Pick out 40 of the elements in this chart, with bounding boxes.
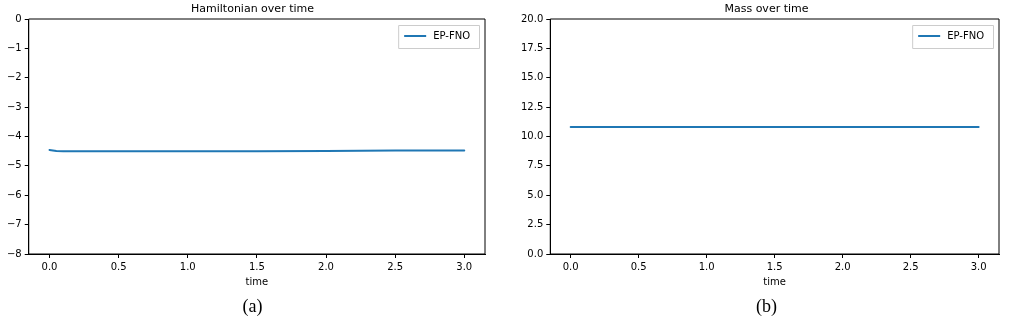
y-tick-label: 5.0 <box>527 188 544 200</box>
x-tick-label: 2.5 <box>902 260 919 272</box>
legend-label: EP-FNO <box>433 29 471 41</box>
chart-title: Mass over time <box>724 2 809 15</box>
y-tick-label: −6 <box>6 188 22 200</box>
y-tick-label: 2.5 <box>527 218 544 230</box>
y-tick-label: −1 <box>6 41 22 53</box>
text: (b) <box>755 296 778 317</box>
x-tick-label: 0.5 <box>630 260 647 272</box>
y-tick-label: 10.0 <box>521 130 544 142</box>
legend-label: EP-FNO <box>947 29 985 41</box>
x-tick-label: 2.0 <box>834 260 851 272</box>
x-tick-label: 0.0 <box>562 260 579 272</box>
y-tick-label: −3 <box>6 100 22 112</box>
y-tick-label: 20.0 <box>521 12 544 24</box>
x-tick-label: 3.0 <box>456 260 473 272</box>
y-tick-label: 7.5 <box>527 159 544 171</box>
y-tick-label: −7 <box>6 218 22 230</box>
y-tick-label: −5 <box>6 159 22 171</box>
y-tick-label: −4 <box>6 130 22 142</box>
x-tick-label: 2.5 <box>387 260 404 272</box>
x-tick-label: 0.0 <box>41 260 58 272</box>
x-tick-label: 0.5 <box>110 260 127 272</box>
y-tick-label: 0.0 <box>527 247 544 259</box>
y-tick-label: 12.5 <box>521 100 544 112</box>
x-tick-label: 1.0 <box>698 260 715 272</box>
x-tick-label: 3.0 <box>970 260 987 272</box>
y-tick-label: 17.5 <box>521 41 544 53</box>
x-tick-label: 1.5 <box>248 260 265 272</box>
x-tick-label: 1.0 <box>179 260 196 272</box>
x-axis-title: time <box>763 275 786 287</box>
x-axis-title: time <box>245 275 269 287</box>
y-tick-label: 0 <box>15 12 22 24</box>
y-tick-label: 15.0 <box>521 71 544 83</box>
text: (a) <box>241 296 264 317</box>
chart-title: Hamiltonian over time <box>191 2 314 15</box>
x-tick-label: 2.0 <box>318 260 334 272</box>
y-tick-label: −8 <box>6 247 22 259</box>
x-tick-label: 1.5 <box>766 260 783 272</box>
y-tick-label: −2 <box>6 71 22 83</box>
